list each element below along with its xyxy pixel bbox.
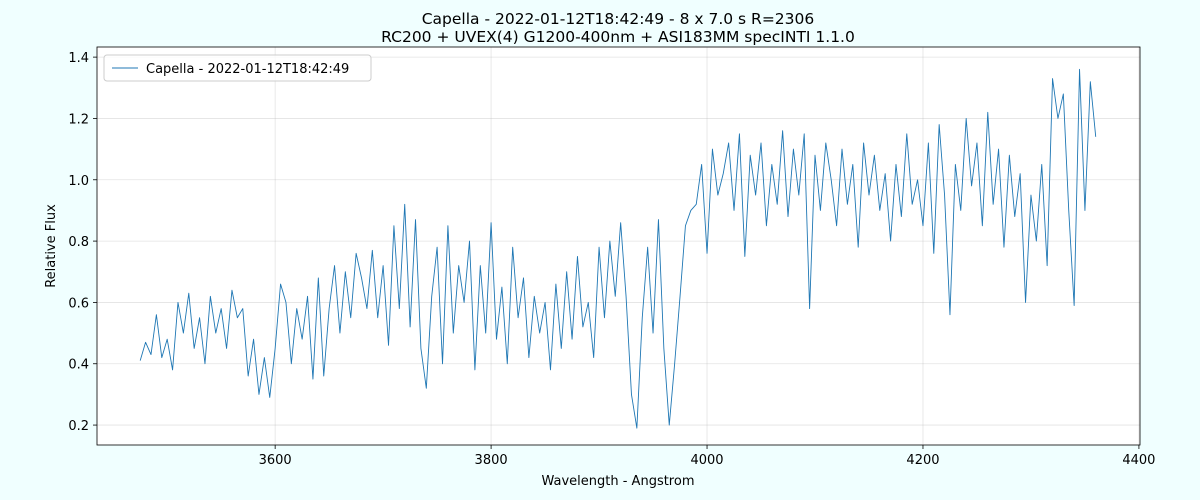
y-tick-label: 0.8: [68, 235, 89, 250]
chart-subtitle: RC200 + UVEX(4) G1200-400nm + ASI183MM s…: [381, 28, 855, 46]
x-tick-label: 3600: [259, 453, 292, 468]
legend-box: [103, 54, 372, 82]
y-tick-label: 0.2: [68, 419, 89, 434]
x-tick-label: 4400: [1122, 453, 1155, 468]
x-tick-label: 4200: [906, 453, 939, 468]
x-tick-label: 3800: [475, 453, 508, 468]
x-axis-label: Wavelength - Angstrom: [541, 474, 694, 489]
y-tick-label: 1.0: [68, 174, 89, 189]
legend: Capella - 2022-01-12T18:42:49: [103, 54, 372, 82]
y-tick-label: 0.4: [68, 358, 89, 373]
chart-title: Capella - 2022-01-12T18:42:49 - 8 x 7.0 …: [422, 10, 815, 28]
x-tick-label: 4000: [690, 453, 723, 468]
y-tick-label: 1.2: [68, 112, 89, 127]
y-axis-label: Relative Flux: [44, 204, 59, 288]
spectrum-line: [139, 68, 1097, 429]
legend-label: Capella - 2022-01-12T18:42:49: [146, 62, 349, 77]
y-tick-label: 0.6: [68, 296, 89, 311]
axes-frame: [96, 46, 1141, 446]
y-tick-label: 1.4: [68, 51, 89, 66]
